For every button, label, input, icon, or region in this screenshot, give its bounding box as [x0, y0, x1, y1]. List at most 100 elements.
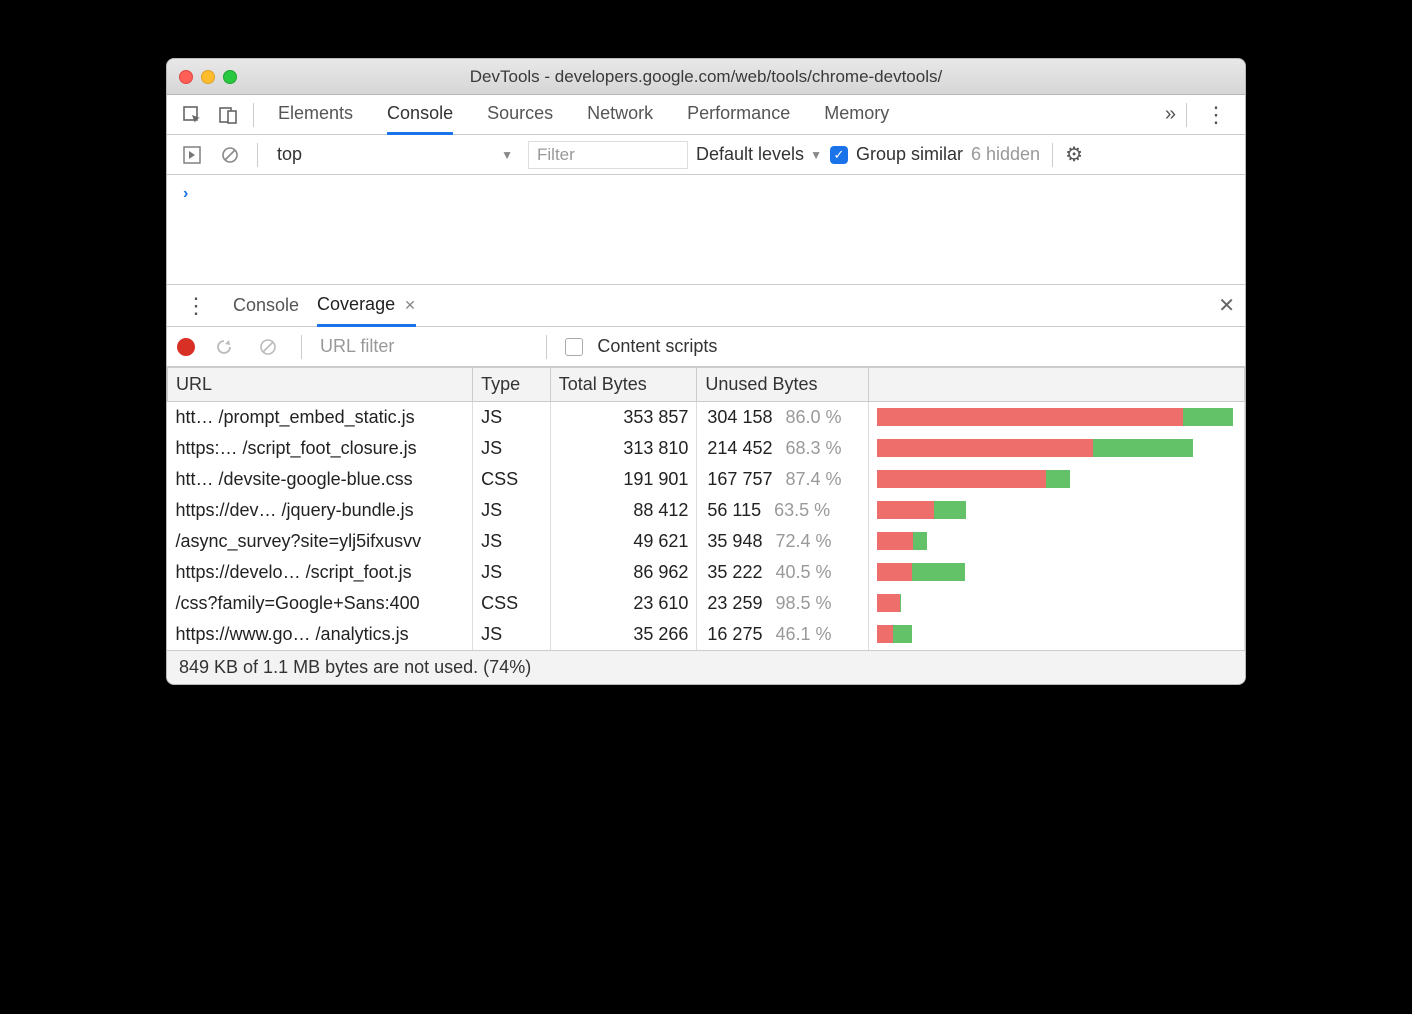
close-drawer-button[interactable]: ✕	[1218, 293, 1235, 318]
table-row[interactable]: https://www.go… /analytics.jsJS35 26616 …	[168, 619, 1245, 650]
cell-usage-bar	[869, 464, 1245, 495]
cell-total-bytes: 88 412	[550, 495, 697, 526]
main-tabbar: Elements Console Sources Network Perform…	[167, 95, 1245, 135]
status-text: 849 KB of 1.1 MB bytes are not used. (74…	[179, 657, 531, 677]
cell-unused-bytes: 167 757 87.4 %	[697, 464, 869, 495]
titlebar: DevTools - developers.google.com/web/too…	[167, 59, 1245, 95]
cell-unused-bytes: 23 259 98.5 %	[697, 588, 869, 619]
cell-usage-bar	[869, 495, 1245, 526]
col-visualization[interactable]	[869, 368, 1245, 402]
cell-url: https://www.go… /analytics.js	[168, 619, 473, 650]
cell-unused-bytes: 214 452 68.3 %	[697, 433, 869, 464]
col-unused-bytes[interactable]: Unused Bytes	[697, 368, 869, 402]
cell-total-bytes: 353 857	[550, 402, 697, 433]
divider	[301, 335, 302, 359]
device-toggle-icon[interactable]	[213, 100, 243, 130]
drawer-tab-coverage[interactable]: Coverage ✕	[317, 285, 416, 327]
record-button[interactable]	[177, 338, 195, 356]
console-body[interactable]: ›	[167, 175, 1245, 285]
table-row[interactable]: htt… /prompt_embed_static.jsJS353 857304…	[168, 402, 1245, 433]
tab-elements[interactable]: Elements	[278, 95, 353, 135]
cell-usage-bar	[869, 588, 1245, 619]
coverage-status-bar: 849 KB of 1.1 MB bytes are not used. (74…	[167, 650, 1245, 684]
context-selector[interactable]: top ▼	[270, 141, 520, 169]
cell-usage-bar	[869, 433, 1245, 464]
col-url[interactable]: URL	[168, 368, 473, 402]
coverage-table: URL Type Total Bytes Unused Bytes htt… /…	[167, 367, 1245, 650]
console-toolbar: top ▼ Filter Default levels ▼ ✓ Group si…	[167, 135, 1245, 175]
cell-type: JS	[473, 526, 551, 557]
table-row[interactable]: https://dev… /jquery-bundle.jsJS88 41256…	[168, 495, 1245, 526]
cell-total-bytes: 35 266	[550, 619, 697, 650]
cell-url: https://dev… /jquery-bundle.js	[168, 495, 473, 526]
cell-type: CSS	[473, 464, 551, 495]
chevron-down-icon: ▼	[810, 148, 822, 162]
divider	[1186, 103, 1187, 127]
divider	[546, 335, 547, 359]
drawer-tab-console[interactable]: Console	[233, 286, 299, 325]
cell-usage-bar	[869, 402, 1245, 433]
clear-coverage-icon[interactable]	[253, 332, 283, 362]
console-filter-input[interactable]: Filter	[528, 141, 688, 169]
cell-url: https:… /script_foot_closure.js	[168, 433, 473, 464]
devtools-window: DevTools - developers.google.com/web/too…	[166, 58, 1246, 685]
inspect-element-icon[interactable]	[177, 100, 207, 130]
log-levels-label: Default levels	[696, 144, 804, 165]
settings-menu-button[interactable]: ⋮	[1197, 102, 1235, 128]
cell-type: JS	[473, 495, 551, 526]
col-type[interactable]: Type	[473, 368, 551, 402]
window-title: DevTools - developers.google.com/web/too…	[167, 67, 1245, 87]
table-row[interactable]: https://develo… /script_foot.jsJS86 9623…	[168, 557, 1245, 588]
table-row[interactable]: /css?family=Google+Sans:400CSS23 61023 2…	[168, 588, 1245, 619]
console-prompt: ›	[183, 185, 188, 202]
cell-type: JS	[473, 402, 551, 433]
tab-console[interactable]: Console	[387, 95, 453, 135]
tab-sources[interactable]: Sources	[487, 95, 553, 135]
drawer-tabbar: ⋮ Console Coverage ✕ ✕	[167, 285, 1245, 327]
group-similar-label: Group similar	[856, 144, 963, 165]
cell-url: https://develo… /script_foot.js	[168, 557, 473, 588]
content-scripts-label: Content scripts	[597, 336, 717, 357]
table-header-row: URL Type Total Bytes Unused Bytes	[168, 368, 1245, 402]
cell-unused-bytes: 56 115 63.5 %	[697, 495, 869, 526]
table-row[interactable]: https:… /script_foot_closure.jsJS313 810…	[168, 433, 1245, 464]
drawer-menu-button[interactable]: ⋮	[177, 293, 215, 319]
table-row[interactable]: htt… /devsite-google-blue.cssCSS191 9011…	[168, 464, 1245, 495]
cell-total-bytes: 49 621	[550, 526, 697, 557]
cell-type: JS	[473, 619, 551, 650]
log-levels-selector[interactable]: Default levels ▼	[696, 144, 822, 165]
reload-icon[interactable]	[209, 332, 239, 362]
group-similar-checkbox[interactable]: ✓	[830, 146, 848, 164]
cell-unused-bytes: 304 158 86.0 %	[697, 402, 869, 433]
cell-unused-bytes: 35 222 40.5 %	[697, 557, 869, 588]
divider	[257, 143, 258, 167]
cell-usage-bar	[869, 557, 1245, 588]
cell-usage-bar	[869, 619, 1245, 650]
tab-performance[interactable]: Performance	[687, 95, 790, 135]
context-selector-value: top	[277, 144, 302, 165]
cell-url: /css?family=Google+Sans:400	[168, 588, 473, 619]
cell-total-bytes: 313 810	[550, 433, 697, 464]
tabs-overflow-button[interactable]: »	[1165, 103, 1176, 126]
cell-type: CSS	[473, 588, 551, 619]
chevron-down-icon: ▼	[501, 148, 513, 162]
cell-type: JS	[473, 557, 551, 588]
cell-total-bytes: 86 962	[550, 557, 697, 588]
hidden-count: 6 hidden	[971, 144, 1040, 165]
console-settings-icon[interactable]: ⚙	[1065, 142, 1083, 167]
cell-unused-bytes: 35 948 72.4 %	[697, 526, 869, 557]
content-scripts-checkbox[interactable]	[565, 338, 583, 356]
close-tab-icon[interactable]: ✕	[404, 297, 416, 313]
tab-memory[interactable]: Memory	[824, 95, 889, 135]
divider	[253, 103, 254, 127]
col-total-bytes[interactable]: Total Bytes	[550, 368, 697, 402]
divider	[1052, 143, 1053, 167]
cell-usage-bar	[869, 526, 1245, 557]
table-row[interactable]: /async_survey?site=ylj5ifxusvvJS49 62135…	[168, 526, 1245, 557]
cell-url: htt… /prompt_embed_static.js	[168, 402, 473, 433]
url-filter-input[interactable]: URL filter	[320, 336, 394, 357]
clear-console-icon[interactable]	[215, 140, 245, 170]
tab-network[interactable]: Network	[587, 95, 653, 135]
execution-context-icon[interactable]	[177, 140, 207, 170]
filter-placeholder: Filter	[537, 145, 575, 165]
